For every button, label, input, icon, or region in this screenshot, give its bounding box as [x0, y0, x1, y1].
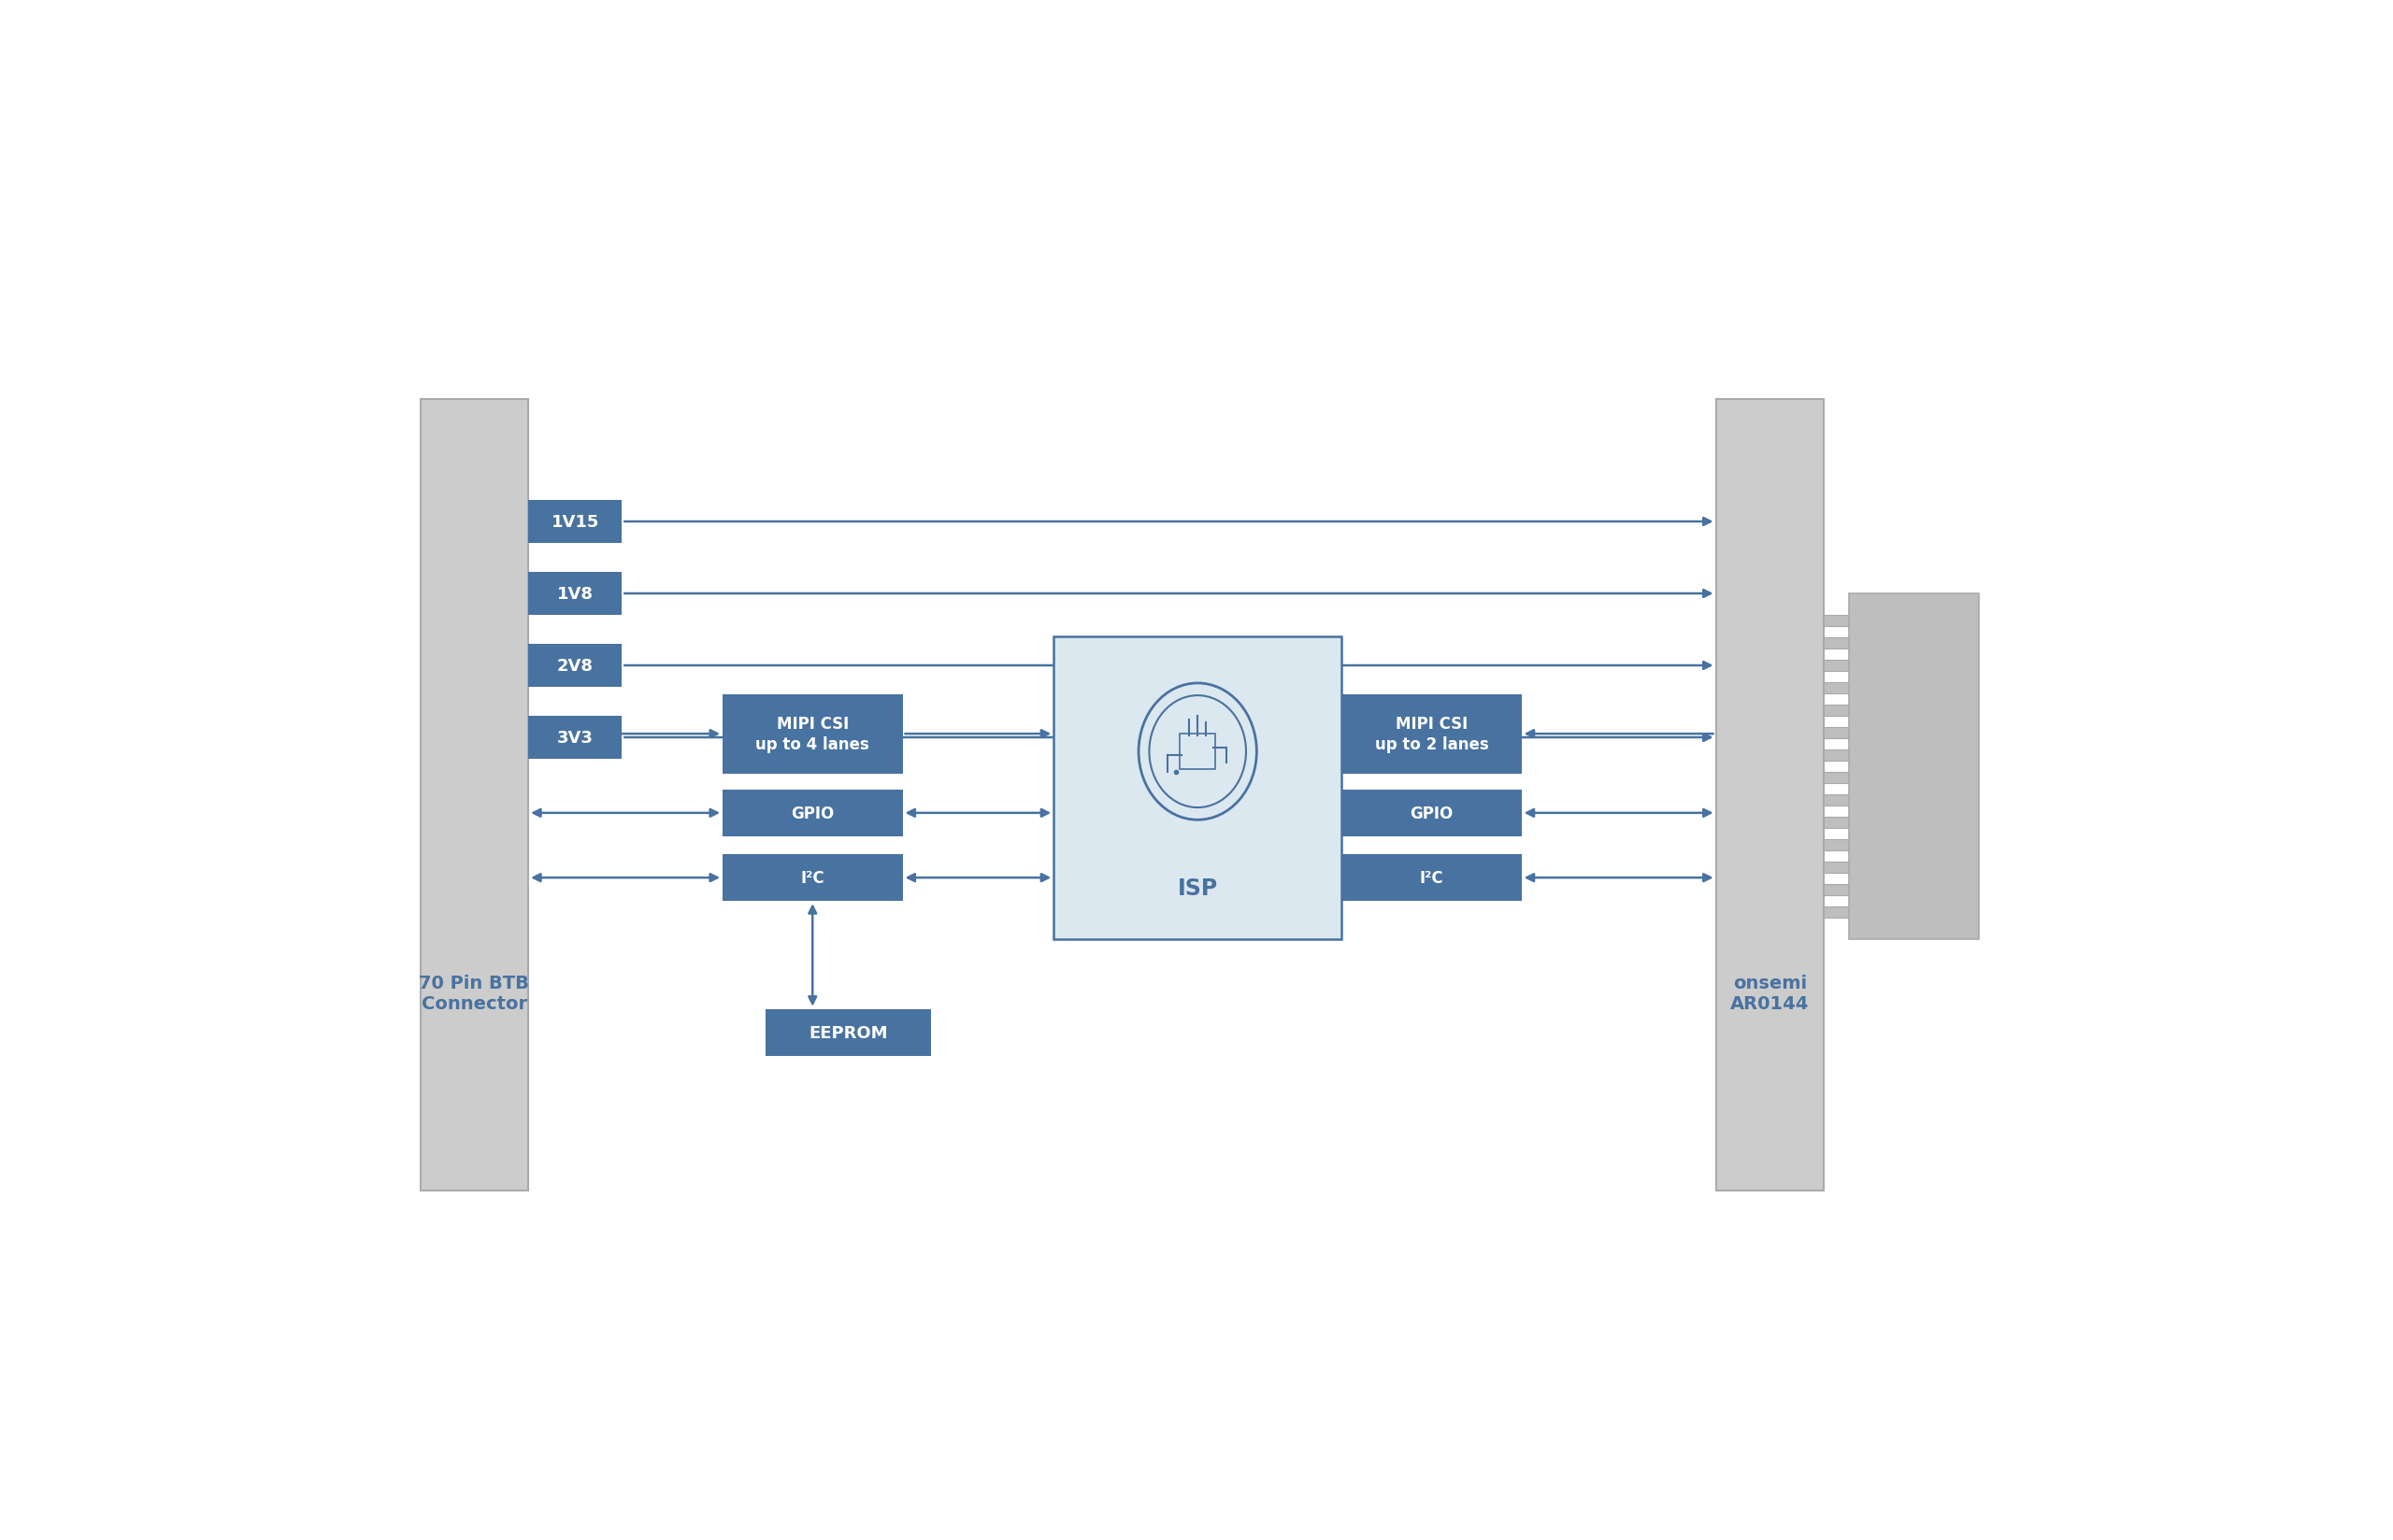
- Text: ISP: ISP: [1177, 876, 1218, 899]
- Text: I²C: I²C: [802, 870, 826, 887]
- Text: 1V8: 1V8: [558, 585, 593, 602]
- Bar: [1823, 705, 1850, 716]
- Bar: [1823, 616, 1850, 627]
- Text: 2V8: 2V8: [558, 658, 593, 675]
- Text: GPIO: GPIO: [1409, 805, 1453, 822]
- Text: MIPI CSI
up to 4 lanes: MIPI CSI up to 4 lanes: [756, 716, 869, 753]
- Bar: [1823, 839, 1850, 850]
- FancyBboxPatch shape: [1342, 855, 1522, 901]
- Text: MIPI CSI
up to 2 lanes: MIPI CSI up to 2 lanes: [1374, 716, 1488, 753]
- FancyBboxPatch shape: [723, 790, 902, 836]
- Text: 1V15: 1V15: [550, 514, 598, 530]
- Bar: [1823, 682, 1850, 695]
- FancyBboxPatch shape: [1342, 695, 1522, 773]
- FancyBboxPatch shape: [529, 716, 622, 759]
- Text: EEPROM: EEPROM: [809, 1024, 888, 1041]
- Bar: [1823, 727, 1850, 739]
- Ellipse shape: [1139, 684, 1256, 821]
- Bar: [1823, 661, 1850, 671]
- Bar: [1823, 816, 1850, 829]
- FancyBboxPatch shape: [1716, 400, 1823, 1190]
- Text: onsemi
AR0144: onsemi AR0144: [1730, 973, 1809, 1012]
- Bar: [1823, 750, 1850, 761]
- Bar: [1823, 862, 1850, 873]
- Bar: [1823, 907, 1850, 918]
- Text: 3V3: 3V3: [558, 730, 593, 747]
- Bar: [1823, 772, 1850, 784]
- FancyBboxPatch shape: [1342, 790, 1522, 836]
- FancyBboxPatch shape: [1053, 638, 1342, 939]
- FancyBboxPatch shape: [529, 501, 622, 544]
- Bar: [1823, 884, 1850, 895]
- FancyBboxPatch shape: [529, 573, 622, 616]
- Bar: [1823, 638, 1850, 648]
- Bar: [1823, 795, 1850, 805]
- Text: 70 Pin BTB
Connector: 70 Pin BTB Connector: [419, 973, 529, 1012]
- FancyBboxPatch shape: [723, 855, 902, 901]
- FancyBboxPatch shape: [421, 400, 529, 1190]
- FancyBboxPatch shape: [1850, 594, 1979, 939]
- FancyBboxPatch shape: [723, 695, 902, 773]
- FancyBboxPatch shape: [529, 644, 622, 687]
- Text: GPIO: GPIO: [792, 805, 835, 822]
- FancyBboxPatch shape: [766, 1009, 931, 1056]
- Text: I²C: I²C: [1419, 870, 1443, 887]
